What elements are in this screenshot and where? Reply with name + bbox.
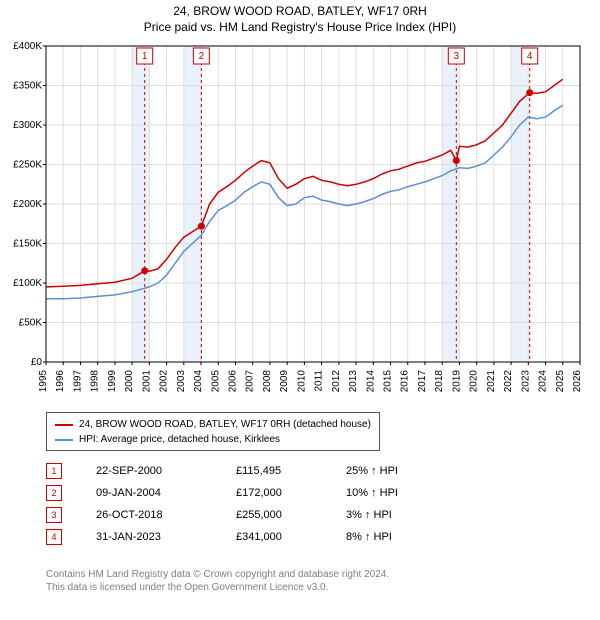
price-marker (453, 157, 460, 164)
event-delta: 3% ↑ HPI (346, 504, 456, 526)
footer-line-1: Contains HM Land Registry data © Crown c… (46, 568, 389, 581)
x-tick-label: 2000 (124, 370, 135, 393)
y-tick-label: £200K (13, 199, 42, 210)
event-price: £115,495 (236, 460, 346, 482)
y-tick-label: £0 (31, 357, 43, 368)
event-row: 1 22-SEP-2000£115,49525% ↑ HPI (46, 460, 456, 482)
event-date: 09-JAN-2004 (96, 482, 236, 504)
x-tick-label: 2012 (331, 370, 342, 393)
legend-item: 24, BROW WOOD ROAD, BATLEY, WF17 0RH (de… (55, 417, 371, 432)
event-flag: 2 (199, 51, 205, 62)
x-tick-label: 2013 (348, 370, 359, 393)
event-flag: 3 (454, 51, 460, 62)
chart-svg: 1 2 3 4 £0 £50K £100K £150K £200K £250K £300K £350K… (0, 40, 600, 410)
price-marker (141, 267, 148, 274)
x-tick-label: 2020 (469, 370, 480, 393)
event-delta: 10% ↑ HPI (346, 482, 456, 504)
event-date: 26-OCT-2018 (96, 504, 236, 526)
legend-label: 24, BROW WOOD ROAD, BATLEY, WF17 0RH (de… (79, 417, 371, 432)
event-price: £341,000 (236, 526, 346, 548)
price-marker (526, 89, 533, 96)
x-tick-label: 2011 (314, 370, 325, 392)
event-marker: 1 (46, 463, 62, 479)
event-delta: 25% ↑ HPI (346, 460, 456, 482)
title-line-1: 24, BROW WOOD ROAD, BATLEY, WF17 0RH (0, 4, 600, 18)
event-flag: 1 (142, 51, 148, 62)
x-tick-label: 2015 (383, 370, 394, 393)
x-tick-label: 2014 (365, 370, 376, 393)
x-tick-label: 2010 (296, 370, 307, 393)
x-tick-label: 1995 (38, 370, 49, 393)
x-tick-label: 2022 (503, 370, 514, 393)
event-row: 4 31-JAN-2023£341,0008% ↑ HPI (46, 526, 456, 548)
x-tick-label: 2002 (159, 370, 170, 393)
legend-item: HPI: Average price, detached house, Kirk… (55, 432, 371, 447)
chart-area: 1 2 3 4 £0 £50K £100K £150K £200K £250K £300K £350K… (0, 40, 600, 410)
x-tick-label: 1998 (90, 370, 101, 393)
x-tick-label: 2005 (210, 370, 221, 393)
legend-label: HPI: Average price, detached house, Kirk… (79, 432, 280, 447)
event-marker: 4 (46, 529, 62, 545)
y-tick-label: £50K (19, 318, 43, 329)
x-tick-label: 1996 (55, 370, 66, 393)
y-tick-label: £400K (13, 41, 42, 52)
event-flag: 4 (527, 51, 533, 62)
event-row: 3 26-OCT-2018£255,0003% ↑ HPI (46, 504, 456, 526)
x-tick-label: 2006 (227, 370, 238, 393)
x-tick-label: 2023 (520, 370, 531, 393)
y-tick-label: £250K (13, 160, 42, 171)
event-price: £172,000 (236, 482, 346, 504)
y-tick-label: £350K (13, 81, 42, 92)
x-tick-label: 2007 (245, 370, 256, 393)
event-price: £255,000 (236, 504, 346, 526)
footer-line-2: This data is licensed under the Open Gov… (46, 581, 389, 594)
y-tick-label: £150K (13, 239, 42, 250)
x-tick-label: 2026 (572, 370, 583, 393)
x-tick-label: 2019 (451, 370, 462, 393)
page-root: 24, BROW WOOD ROAD, BATLEY, WF17 0RH Pri… (0, 0, 600, 620)
x-tick-label: 2008 (262, 370, 273, 393)
event-date: 31-JAN-2023 (96, 526, 236, 548)
y-tick-label: £100K (13, 278, 42, 289)
x-tick-label: 2021 (486, 370, 497, 393)
x-tick-label: 2004 (193, 370, 204, 393)
event-date: 22-SEP-2000 (96, 460, 236, 482)
x-tick-label: 2001 (141, 370, 152, 393)
legend-box: 24, BROW WOOD ROAD, BATLEY, WF17 0RH (de… (46, 412, 380, 451)
x-tick-label: 2016 (400, 370, 411, 393)
event-delta: 8% ↑ HPI (346, 526, 456, 548)
x-tick-label: 2025 (555, 370, 566, 393)
footer-text: Contains HM Land Registry data © Crown c… (46, 568, 389, 594)
x-tick-label: 2003 (176, 370, 187, 393)
title-block: 24, BROW WOOD ROAD, BATLEY, WF17 0RH Pri… (0, 0, 600, 34)
x-tick-label: 2018 (434, 370, 445, 393)
event-row: 2 09-JAN-2004£172,00010% ↑ HPI (46, 482, 456, 504)
y-tick-label: £300K (13, 120, 42, 131)
legend-swatch (55, 439, 73, 441)
event-marker: 2 (46, 485, 62, 501)
events-table: 1 22-SEP-2000£115,49525% ↑ HPI 2 09-JAN-200… (46, 460, 456, 548)
price-marker (198, 223, 205, 230)
x-tick-label: 2009 (279, 370, 290, 393)
x-tick-label: 1997 (72, 370, 83, 393)
legend-swatch (55, 424, 73, 426)
event-marker: 3 (46, 507, 62, 523)
title-line-2: Price paid vs. HM Land Registry's House … (0, 20, 600, 34)
x-tick-label: 1999 (107, 370, 118, 393)
x-tick-label: 2024 (538, 370, 549, 393)
x-tick-label: 2017 (417, 370, 428, 393)
